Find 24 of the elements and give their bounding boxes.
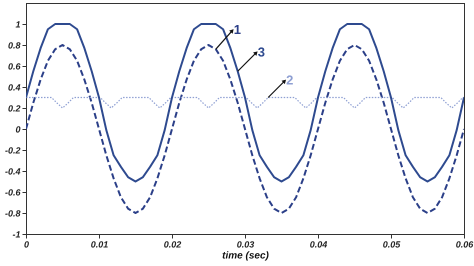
y-tick-label: -0.4 <box>4 166 20 176</box>
y-tick-label: 1 <box>15 20 20 30</box>
x-tick-label: 0 <box>24 240 30 250</box>
x-tick-label: 0.03 <box>236 240 254 250</box>
x-tick-label: 0.01 <box>90 240 108 250</box>
y-tick-label: -0.8 <box>4 208 20 218</box>
y-tick-label: -0.6 <box>4 188 22 198</box>
y-tick-label: 0.6 <box>8 62 22 72</box>
y-tick-label: 0.8 <box>8 40 20 50</box>
x-tick-label: 0.02 <box>164 240 182 250</box>
line-series <box>26 44 464 214</box>
y-tick-label: 0 <box>15 124 20 134</box>
x-tick-label: 0.06 <box>456 240 474 250</box>
x-axis-title: time (sec) <box>222 250 270 262</box>
x-tick-label: 0.05 <box>382 240 402 250</box>
series-label: 1 <box>234 22 242 38</box>
y-tick-label: -1 <box>12 230 20 240</box>
y-tick-label: 0.4 <box>8 82 20 92</box>
series-label: 3 <box>258 44 265 60</box>
x-tick-label: 0.04 <box>310 240 328 250</box>
y-tick-label: -0.2 <box>4 146 20 156</box>
line-series <box>26 23 464 182</box>
series-label: 2 <box>286 72 294 88</box>
y-tick-label: 0.2 <box>8 104 20 114</box>
